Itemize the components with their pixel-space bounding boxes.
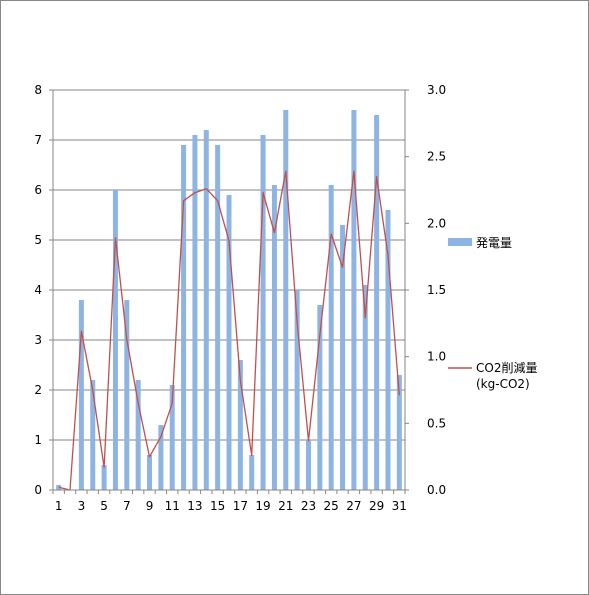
bar [226,195,232,490]
x-tick-label: 21 [278,499,293,513]
x-tick-label: 1 [55,499,63,513]
bar [340,225,346,490]
x-tick-label: 5 [100,499,108,513]
right-tick-label: 3.0 [427,83,446,97]
x-tick-label: 31 [392,499,407,513]
x-tick-label: 25 [324,499,339,513]
legend-label-line-unit: (kg-CO2) [476,377,530,391]
bar [294,290,300,490]
bar [249,455,255,490]
right-tick-label: 1.5 [427,283,446,297]
left-tick-label: 1 [34,433,42,447]
left-tick-label: 6 [34,183,42,197]
bar [169,385,175,490]
right-tick-label: 2.5 [427,150,446,164]
left-tick-label: 8 [34,83,42,97]
bar [237,360,243,490]
series-line [58,170,400,491]
bar [90,380,96,490]
bar [362,285,368,490]
bar [317,305,323,490]
bar [283,110,289,490]
x-tick-label: 13 [187,499,202,513]
x-axis-ticks: 1 3 5 7 9 11 13 15 17 19 21 23 25 27 29 31 [52,490,407,513]
bar [181,145,187,490]
x-tick-label: 29 [369,499,384,513]
bar [328,185,334,490]
bar [260,135,266,490]
x-tick-label: 11 [165,499,180,513]
bar [203,130,209,490]
right-tick-label: 0.0 [427,483,446,497]
x-tick-label: 23 [301,499,316,513]
left-tick-label: 7 [34,133,42,147]
bar [124,300,130,490]
left-tick-label: 0 [34,483,42,497]
bar [396,375,402,490]
legend: 発電量 CO2削減量 (kg-CO2) [448,236,537,391]
x-tick-label: 15 [210,499,225,513]
left-tick-label: 4 [34,283,42,297]
x-tick-label: 7 [123,499,131,513]
x-tick-label: 9 [146,499,154,513]
line-series [58,170,400,491]
right-tick-label: 0.5 [427,416,446,430]
x-tick-label: 27 [346,499,361,513]
right-tick-label: 1.0 [427,350,446,364]
bar [351,110,357,490]
bar [192,135,198,490]
legend-label-line: CO2削減量 [476,360,537,375]
bar [147,455,153,490]
bar [101,465,107,490]
bar [78,300,84,490]
x-tick-label: 17 [233,499,248,513]
left-tick-label: 2 [34,383,42,397]
bar [374,115,380,490]
left-axis-ticks: 0 1 2 3 4 5 6 7 8 [34,83,53,497]
legend-swatch-bar [448,238,472,246]
bar [158,425,164,490]
bar [385,210,391,490]
right-tick-label: 2.0 [427,216,446,230]
bar [215,145,221,490]
bar-series [56,110,402,490]
bar [112,190,118,490]
bar [305,440,311,490]
bar [135,380,141,490]
x-tick-label: 19 [255,499,270,513]
right-axis-ticks: 0.0 0.5 1.0 1.5 2.0 2.5 3.0 [405,83,446,497]
x-tick-label: 3 [78,499,86,513]
bar [271,185,277,490]
left-tick-label: 5 [34,233,42,247]
left-tick-label: 3 [34,333,42,347]
legend-label-bar: 発電量 [476,236,512,250]
